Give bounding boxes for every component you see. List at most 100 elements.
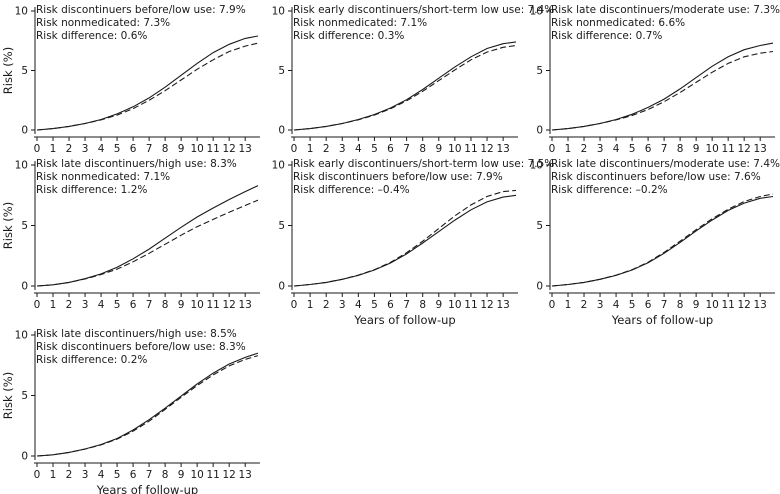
x-tick-label: 2 xyxy=(66,469,73,481)
x-tick-label: 4 xyxy=(355,143,362,155)
x-tick-label: 9 xyxy=(178,469,185,481)
x-tick-label: 2 xyxy=(581,143,588,155)
series-line-dashed xyxy=(551,193,774,287)
y-tick-label: 10 xyxy=(15,160,28,172)
x-tick-label: 0 xyxy=(549,143,556,155)
x-tick-label: 7 xyxy=(146,469,153,481)
x-tick-label: 1 xyxy=(50,299,57,311)
x-tick-label: 7 xyxy=(146,143,153,155)
risk-annotation: Risk difference: 0.7% xyxy=(551,30,662,42)
x-tick-label: 10 xyxy=(448,299,461,311)
series-line-dashed xyxy=(36,355,259,457)
x-tick-label: 9 xyxy=(435,299,442,311)
x-tick-label: 6 xyxy=(645,299,652,311)
x-tick-label: 1 xyxy=(50,469,57,481)
x-tick-label: 4 xyxy=(355,299,362,311)
y-tick-label: 5 xyxy=(536,65,543,77)
x-tick-label: 4 xyxy=(98,143,105,155)
x-tick-label: 5 xyxy=(629,143,636,155)
series-line-dashed xyxy=(293,44,517,131)
x-tick-label: 3 xyxy=(597,299,604,311)
x-tick-label: 11 xyxy=(464,299,477,311)
y-tick-label: 5 xyxy=(21,220,28,232)
x-tick-label: 2 xyxy=(66,143,73,155)
x-tick-label: 8 xyxy=(162,469,169,481)
x-tick-label: 11 xyxy=(206,469,219,481)
risk-annotation: Risk late discontinuers/high use: 8.3% xyxy=(36,158,237,170)
x-axis-label: Years of follow-up xyxy=(611,313,713,327)
x-tick-label: 12 xyxy=(222,143,235,155)
risk-annotation: Risk nonmedicated: 6.6% xyxy=(551,17,685,29)
x-tick-label: 0 xyxy=(549,299,556,311)
x-tick-label: 8 xyxy=(162,143,169,155)
x-tick-label: 3 xyxy=(82,469,89,481)
x-tick-label: 6 xyxy=(130,299,137,311)
risk-annotation: Risk early discontinuers/short-term low … xyxy=(293,158,554,170)
x-tick-label: 3 xyxy=(339,299,346,311)
risk-annotation: Risk late discontinuers/moderate use: 7.… xyxy=(551,158,780,170)
y-tick-label: 5 xyxy=(21,390,28,402)
series-line-dashed xyxy=(36,42,259,131)
risk-annotation: Risk late discontinuers/moderate use: 7.… xyxy=(551,4,780,16)
y-tick-label: 10 xyxy=(272,160,285,172)
y-tick-label: 0 xyxy=(21,281,28,293)
x-tick-label: 5 xyxy=(114,469,121,481)
x-tick-label: 2 xyxy=(323,299,330,311)
x-tick-label: 13 xyxy=(239,143,252,155)
risk-annotation: Risk difference: 0.2% xyxy=(36,354,147,366)
risk-annotation: Risk early discontinuers/short-term low … xyxy=(293,4,554,16)
x-tick-label: 10 xyxy=(448,143,461,155)
x-tick-label: 11 xyxy=(464,143,477,155)
x-tick-label: 2 xyxy=(323,143,330,155)
x-tick-label: 8 xyxy=(419,299,426,311)
y-tick-label: 0 xyxy=(21,125,28,137)
y-axis-label: Risk (%) xyxy=(1,202,15,249)
x-tick-label: 1 xyxy=(307,299,314,311)
x-tick-label: 1 xyxy=(565,299,572,311)
y-tick-label: 0 xyxy=(536,125,543,137)
risk-annotation: Risk discontinuers before/low use: 7.9% xyxy=(293,171,503,183)
x-tick-label: 1 xyxy=(565,143,572,155)
x-tick-label: 9 xyxy=(178,299,185,311)
y-tick-label: 5 xyxy=(536,220,543,232)
x-tick-label: 7 xyxy=(661,299,668,311)
x-tick-label: 0 xyxy=(291,299,298,311)
y-tick-label: 10 xyxy=(15,6,28,18)
x-tick-label: 12 xyxy=(737,143,750,155)
risk-annotation: Risk nonmedicated: 7.3% xyxy=(36,17,170,29)
x-tick-label: 3 xyxy=(82,143,89,155)
x-tick-label: 2 xyxy=(581,299,588,311)
x-tick-label: 6 xyxy=(645,143,652,155)
y-tick-label: 5 xyxy=(278,220,285,232)
y-tick-label: 0 xyxy=(278,125,285,137)
x-tick-label: 13 xyxy=(239,299,252,311)
x-axis-label: Years of follow-up xyxy=(96,483,198,494)
x-tick-label: 5 xyxy=(371,143,378,155)
x-tick-label: 0 xyxy=(291,143,298,155)
x-tick-label: 9 xyxy=(693,143,700,155)
x-tick-label: 13 xyxy=(496,299,509,311)
series-line-solid xyxy=(293,41,517,131)
x-tick-label: 5 xyxy=(114,143,121,155)
x-tick-label: 6 xyxy=(130,143,137,155)
x-tick-label: 12 xyxy=(222,469,235,481)
y-tick-label: 5 xyxy=(278,65,285,77)
x-tick-label: 4 xyxy=(613,299,620,311)
risk-annotation: Risk discontinuers before/low use: 7.6% xyxy=(551,171,761,183)
x-tick-label: 11 xyxy=(721,143,734,155)
series-line-solid xyxy=(36,35,259,131)
x-tick-label: 0 xyxy=(34,143,41,155)
y-tick-label: 0 xyxy=(21,451,28,463)
x-tick-label: 10 xyxy=(190,469,203,481)
x-tick-label: 1 xyxy=(50,143,57,155)
y-tick-label: 5 xyxy=(21,65,28,77)
x-tick-label: 2 xyxy=(66,299,73,311)
x-tick-label: 8 xyxy=(677,143,684,155)
y-tick-label: 10 xyxy=(272,6,285,18)
y-axis-label: Risk (%) xyxy=(1,372,15,419)
